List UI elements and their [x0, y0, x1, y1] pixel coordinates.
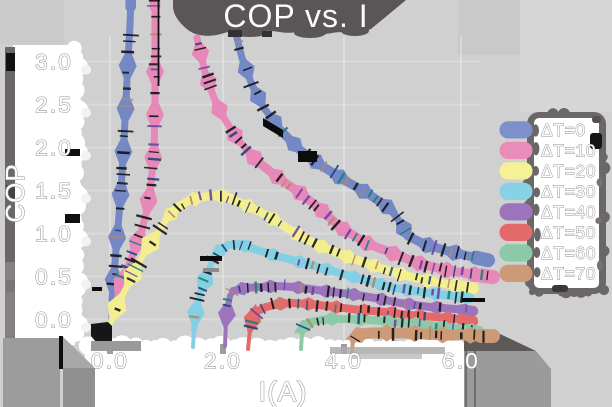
svg-text:1.5: 1.5 — [35, 179, 73, 204]
svg-text:6.0: 6.0 — [442, 349, 480, 374]
svg-text:2.5: 2.5 — [35, 93, 73, 118]
svg-text:0.0: 0.0 — [91, 349, 129, 374]
svg-text:1.0: 1.0 — [35, 222, 73, 247]
svg-text:ΔT=70: ΔT=70 — [541, 264, 596, 284]
svg-text:4.0: 4.0 — [325, 349, 363, 374]
svg-text:0.0: 0.0 — [35, 308, 73, 333]
svg-text:3.0: 3.0 — [35, 50, 73, 75]
svg-text:0.5: 0.5 — [35, 265, 73, 290]
svg-text:ΔT=30: ΔT=30 — [541, 182, 596, 202]
svg-text:ΔT=40: ΔT=40 — [541, 202, 596, 222]
svg-text:COP: COP — [0, 163, 30, 222]
svg-text:ΔT=60: ΔT=60 — [541, 243, 596, 263]
svg-text:ΔT=20: ΔT=20 — [541, 161, 596, 181]
svg-text:ΔT=10: ΔT=10 — [541, 141, 596, 161]
svg-text:COP vs. I: COP vs. I — [223, 0, 368, 34]
svg-text:ΔT=50: ΔT=50 — [541, 223, 596, 243]
svg-text:2.0: 2.0 — [204, 349, 242, 374]
svg-text:ΔT=0: ΔT=0 — [541, 120, 586, 140]
svg-text:I(A): I(A) — [258, 376, 307, 407]
svg-text:2.0: 2.0 — [35, 136, 73, 161]
